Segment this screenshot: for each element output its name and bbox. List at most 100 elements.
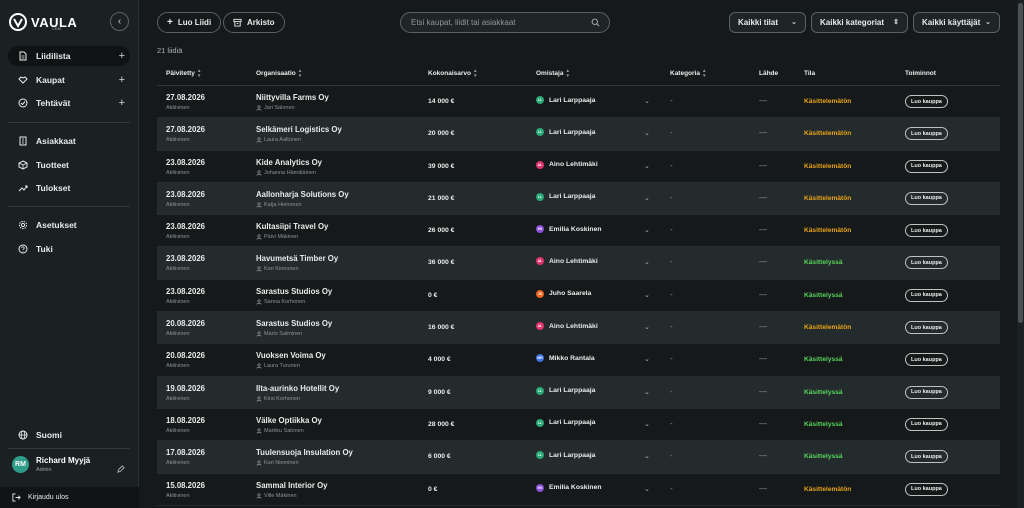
owner-dropdown-icon[interactable]: ⌄ [644, 162, 650, 170]
create-deal-button[interactable]: Luo kauppa [905, 224, 948, 238]
organization-name[interactable]: Sarastus Studios Oy [256, 286, 333, 296]
sidebar-item-asetukset[interactable]: Asetukset [8, 215, 130, 235]
table-row[interactable]: 15.08.2026 Aktiivinen Sammal Interior Oy Vi… [157, 474, 1000, 506]
archive-button[interactable]: Arkisto [223, 12, 285, 33]
language-button[interactable]: Suomi [8, 425, 130, 445]
collapse-sidebar-button[interactable]: ‹ [110, 12, 129, 31]
edit-profile-icon[interactable] [116, 461, 125, 479]
organization-name[interactable]: Selkämeri Logistics Oy [256, 125, 342, 135]
table-row[interactable]: 27.08.2026 Aktiivinen Selkämeri Logistics … [157, 118, 1000, 151]
organization-name[interactable]: Aallonharja Solutions Oy [256, 189, 349, 199]
owner-dropdown-icon[interactable]: ⌄ [644, 227, 650, 235]
create-deal-button[interactable]: Luo kauppa [905, 450, 948, 464]
sidebar-item-tuotteet[interactable]: Tuotteet [8, 155, 130, 175]
column-header-category[interactable]: Kategoria ▴ ▾ [670, 68, 706, 79]
table-row[interactable]: 23.08.2026 Aktiivinen Aallonharja Solution… [157, 182, 1000, 216]
organization-name[interactable]: Sammal Interior Oy [256, 480, 328, 490]
owner[interactable]: AL Aino Lehtimäki [536, 160, 598, 169]
add-task-icon[interactable]: + [118, 97, 125, 109]
organization-name[interactable]: Havumetsä Timber Oy [256, 254, 339, 264]
owner-dropdown-icon[interactable]: ⌄ [644, 291, 650, 299]
source-value: — [759, 451, 767, 461]
sidebar-item-liidilista[interactable]: Liidilista + [8, 46, 130, 66]
create-deal-button[interactable]: Luo kauppa [905, 95, 948, 108]
owner[interactable]: JS Juho Saarela [536, 289, 591, 298]
owner-dropdown-icon[interactable]: ⌄ [644, 98, 650, 105]
table-row[interactable]: 27.08.2026 Aktiivinen Niittyvilla Farms Oy… [157, 86, 1000, 119]
create-deal-button[interactable]: Luo kauppa [905, 191, 948, 205]
column-header-total-value[interactable]: Kokonaisarvo ▴ ▾ [428, 68, 477, 79]
table-row[interactable]: 23.08.2026 Aktiivinen Sarastus Studios Oy S… [157, 280, 1000, 313]
owner[interactable]: EK Emilia Koskinen [536, 483, 602, 492]
organization-name[interactable]: Kide Analytics Oy [256, 157, 323, 167]
add-lead-icon[interactable]: + [118, 50, 125, 62]
owner-dropdown-icon[interactable]: ⌄ [644, 130, 650, 138]
owner[interactable]: LL Lari Larppaaja [536, 418, 595, 427]
source-value: — [759, 257, 767, 267]
organization-name[interactable]: Tuulensuoja Insulation Oy [256, 448, 353, 458]
status-badge: Käsittelemätön [804, 162, 852, 170]
owner[interactable]: LL Lari Larppaaja [536, 96, 595, 104]
status-filter[interactable]: Kaikki tilat ⌄ [729, 12, 806, 33]
organization-name[interactable]: Niittyvilla Farms Oy [256, 93, 329, 102]
create-deal-button[interactable]: Luo kauppa [905, 482, 948, 496]
organization-name[interactable]: Välke Optiikka Oy [256, 415, 322, 425]
logout-button[interactable]: Kirjaudu ulos [0, 487, 139, 508]
table-row[interactable]: 20.08.2026 Aktiivinen Sarastus Studios Oy M… [157, 312, 1000, 345]
table-row[interactable]: 20.08.2026 Aktiivinen Vuoksen Voima Oy Laur… [157, 344, 1000, 377]
table-row[interactable]: 19.08.2026 Aktiivinen Ilta-aurinko Hotelli… [157, 376, 1000, 409]
sidebar-item-kaupat[interactable]: Kaupat + [8, 70, 130, 90]
create-deal-button[interactable]: Luo kauppa [905, 256, 948, 270]
column-header-updated[interactable]: Päivitetty ▴ ▾ [166, 68, 200, 79]
brand-sub: CRM [52, 26, 62, 31]
owner[interactable]: LL Lari Larppaaja [536, 192, 595, 201]
updated-date: 19.08.2026 [166, 383, 206, 393]
sidebar-item-tehtavat[interactable]: Tehtävät + [8, 93, 130, 113]
owner[interactable]: LL Lari Larppaaja [536, 386, 595, 395]
owner-dropdown-icon[interactable]: ⌄ [644, 420, 650, 428]
owner-dropdown-icon[interactable]: ⌄ [644, 356, 650, 364]
owner[interactable]: MR Mikko Rantala [536, 354, 595, 363]
create-deal-button[interactable]: Luo kauppa [905, 127, 948, 141]
owner-dropdown-icon[interactable]: ⌄ [644, 259, 650, 267]
sidebar-item-asiakkaat[interactable]: Asiakkaat [8, 131, 130, 151]
create-deal-button[interactable]: Luo kauppa [905, 159, 948, 173]
owner-dropdown-icon[interactable]: ⌄ [644, 388, 650, 396]
create-deal-button[interactable]: Luo kauppa [905, 417, 948, 431]
category-filter[interactable]: Kaikki kategoriat ⇕ [811, 12, 908, 33]
logo[interactable]: VAULA [9, 13, 77, 31]
column-header-owner[interactable]: Omistaja ▴ ▾ [536, 68, 569, 79]
sidebar-item-tuki[interactable]: Tuki [8, 239, 130, 259]
owner[interactable]: AL Aino Lehtimäki [536, 257, 598, 266]
search-input[interactable]: Etsi kaupat, liidit tai asiakkaat [400, 12, 610, 33]
create-deal-button[interactable]: Luo kauppa [905, 321, 948, 335]
sidebar-item-tulokset[interactable]: Tulokset [8, 178, 130, 198]
create-deal-button[interactable]: Luo kauppa [905, 288, 948, 302]
create-deal-button[interactable]: Luo kauppa [905, 385, 948, 399]
table-row[interactable]: 18.08.2026 Aktiivinen Välke Optiikka Oy Mar… [157, 409, 1000, 442]
organization-name[interactable]: Ilta-aurinko Hotellit Oy [256, 383, 340, 393]
owner-dropdown-icon[interactable]: ⌄ [644, 485, 650, 493]
create-deal-button[interactable]: Luo kauppa [905, 353, 948, 367]
add-deal-icon[interactable]: + [118, 73, 125, 86]
column-header-organization[interactable]: Organisaatio ▴ ▾ [256, 68, 301, 79]
scrollbar-thumb[interactable] [1018, 3, 1023, 323]
table-row[interactable]: 23.08.2026 Aktiivinen Kultasiipi Travel Oy… [157, 215, 1000, 248]
table-row[interactable]: 17.08.2026 Aktiivinen Tuulensuoja Insulati… [157, 441, 1000, 474]
table-row[interactable]: 23.08.2026 Aktiivinen Havumetsä Timber Oy K… [157, 247, 1000, 280]
owner[interactable]: AL Aino Lehtimäki [536, 322, 598, 331]
user-profile[interactable]: RM Richard Myyjä Admin [12, 456, 90, 473]
organization-name[interactable]: Kultasiipi Travel Oy [256, 222, 329, 232]
owner[interactable]: LL Lari Larppaaja [536, 451, 595, 460]
new-lead-button[interactable]: + Luo Liidi [157, 12, 222, 33]
organization-name[interactable]: Sarastus Studios Oy [256, 319, 333, 329]
divider [8, 448, 130, 449]
owner-dropdown-icon[interactable]: ⌄ [644, 194, 650, 202]
owner-dropdown-icon[interactable]: ⌄ [644, 453, 650, 461]
organization-name[interactable]: Vuoksen Voima Oy [256, 351, 326, 361]
user-filter[interactable]: Kaikki käyttäjät ⌄ [913, 12, 1000, 33]
owner-dropdown-icon[interactable]: ⌄ [644, 324, 650, 332]
table-row[interactable]: 23.08.2026 Aktiivinen Kide Analytics Oy Joh… [157, 151, 1000, 183]
owner[interactable]: EK Emilia Koskinen [536, 225, 602, 234]
owner[interactable]: LL Lari Larppaaja [536, 128, 595, 137]
